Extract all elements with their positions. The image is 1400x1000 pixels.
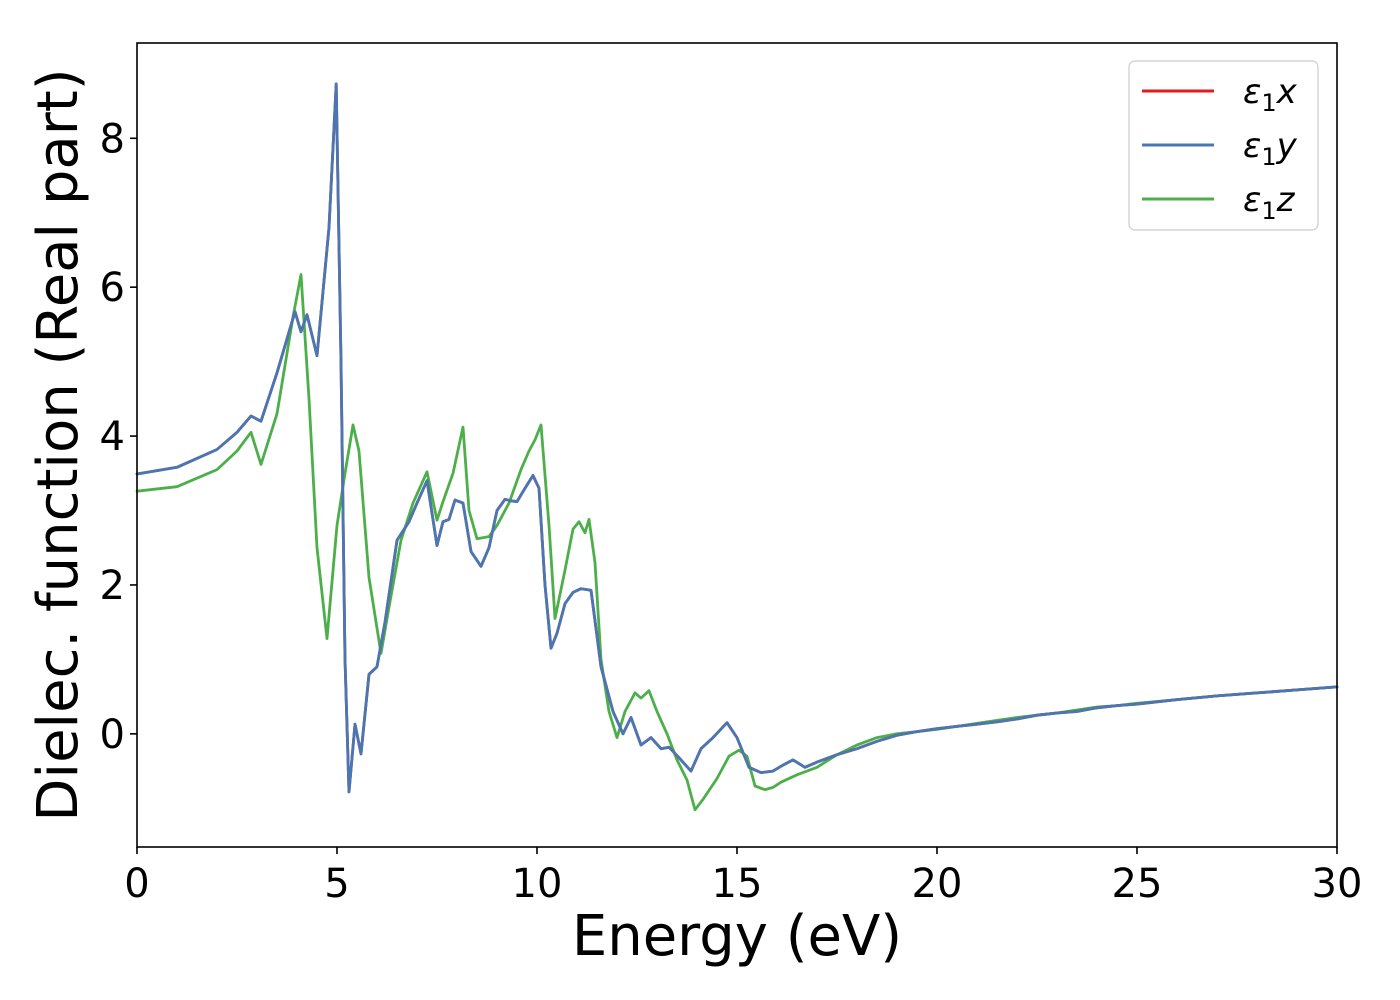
x-tick-label: 0 — [124, 861, 149, 907]
y-tick-label: 6 — [100, 265, 125, 311]
series-layer — [135, 82, 1339, 812]
x-tick-label: 15 — [712, 861, 763, 907]
legend: ε1x ε1y ε1z — [1128, 60, 1319, 231]
x-tick-label: 20 — [912, 861, 963, 907]
y-axis-title: Dielec. function (Real part) — [26, 68, 91, 821]
legend-frame — [1128, 60, 1319, 231]
y-tick-label: 0 — [100, 712, 125, 758]
y-axis-ticks: 0 2 4 6 8 — [100, 116, 137, 758]
x-tick-label: 25 — [1112, 861, 1163, 907]
legend-label-x: ε1x — [1243, 72, 1298, 117]
y-tick-label: 2 — [100, 563, 125, 609]
x-axis-title: Energy (eV) — [572, 904, 902, 969]
series-line-y — [135, 82, 1339, 794]
legend-label-y: ε1y — [1243, 126, 1298, 171]
x-tick-label: 30 — [1312, 861, 1363, 907]
y-tick-label: 8 — [100, 116, 125, 162]
x-tick-label: 5 — [324, 861, 349, 907]
x-tick-label: 10 — [512, 861, 563, 907]
x-axis-ticks: 0 5 10 15 20 25 30 — [124, 847, 1362, 907]
y-tick-label: 4 — [100, 414, 125, 460]
legend-label-z: ε1z — [1243, 180, 1296, 225]
